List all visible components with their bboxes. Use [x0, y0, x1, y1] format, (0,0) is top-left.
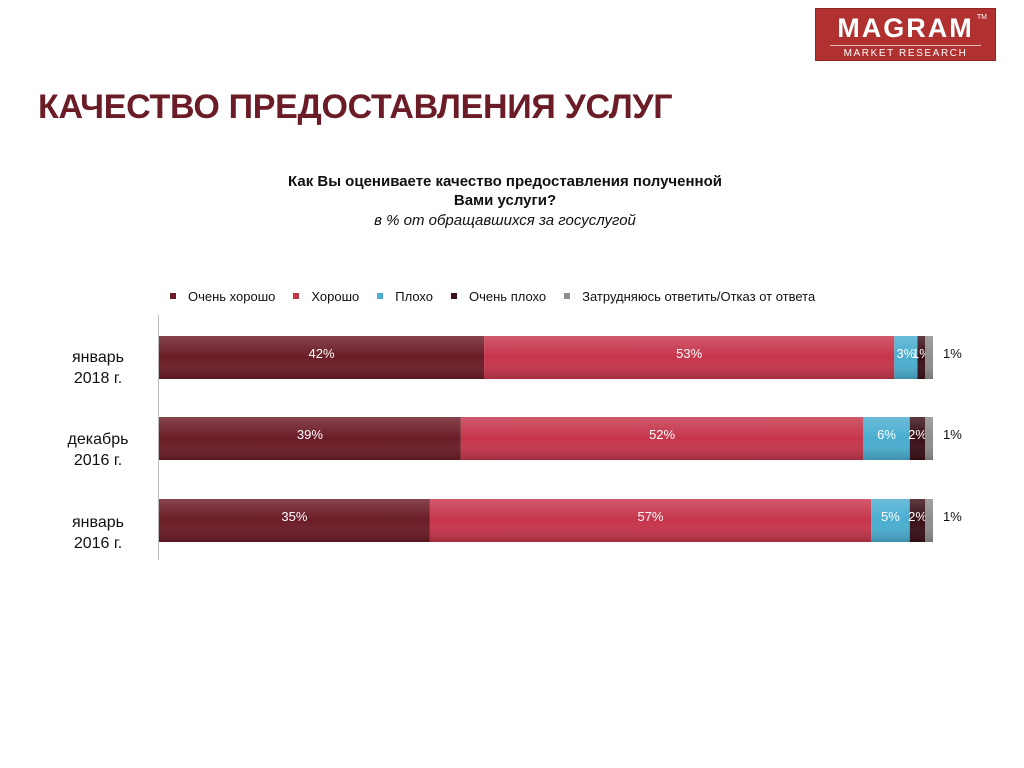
bar-segment-shading — [159, 499, 430, 542]
logo-subtitle: MARKET RESEARCH — [843, 48, 968, 59]
data-label-bad: 5% — [881, 509, 900, 524]
category-label-jan-2016: январь 2016 г. — [38, 512, 158, 554]
legend-swatch-bad — [377, 293, 384, 299]
legend-label-very-bad: Очень плохо — [469, 288, 547, 304]
chart-title-line-2: Вами услуги? — [453, 192, 557, 209]
legend-label-good: Хорошо — [311, 288, 360, 304]
legend-swatch-no-answer — [564, 293, 571, 299]
data-label-no-answer: 1% — [943, 509, 962, 524]
data-label-no-answer: 1% — [943, 427, 962, 442]
logo-divider — [830, 45, 981, 46]
bar-segment-shading — [460, 417, 864, 460]
chart-title: Как Вы оцениваете качество предоставлени… — [220, 172, 790, 210]
legend-swatch-very-good — [170, 293, 176, 299]
bar-segment-shading — [863, 417, 910, 460]
data-label-very-good: 35% — [281, 509, 307, 524]
data-label-bad: 6% — [877, 427, 896, 442]
data-label-very-good: 39% — [297, 427, 323, 442]
data-label-no-answer: 1% — [943, 346, 962, 361]
legend-item-very-good: Очень хорошо — [170, 289, 275, 304]
category-label-line: 2016 г. — [73, 535, 123, 552]
legend-item-good: Хорошо — [293, 289, 359, 304]
bar-segment-shading — [925, 499, 933, 542]
legend-label-very-good: Очень хорошо — [188, 288, 276, 304]
bar-segment-shading — [484, 336, 895, 379]
bar-segment-shading — [429, 499, 872, 542]
category-label-line: январь — [72, 514, 124, 531]
data-label-good: 53% — [676, 346, 702, 361]
data-label-very-bad: 2% — [908, 509, 927, 524]
bar-segment-shading — [925, 417, 933, 460]
bar-segment-shading — [909, 417, 926, 460]
logo-name: MAGRAM — [837, 13, 974, 43]
category-label-line: 2018 г. — [73, 370, 123, 387]
bar-segment-shading — [909, 499, 926, 542]
category-label-line: 2016 г. — [73, 452, 123, 469]
bar-segment-shading — [159, 336, 485, 379]
category-label-dec-2016: декабрь 2016 г. — [38, 429, 158, 471]
category-label-line: январь — [72, 349, 124, 366]
legend-item-bad: Плохо — [377, 289, 433, 304]
data-label-good: 52% — [649, 427, 675, 442]
category-label-line: декабрь — [67, 431, 129, 448]
legend-item-no-answer: Затрудняюсь ответить/Отказ от ответа — [564, 289, 815, 304]
data-label-very-good: 42% — [309, 346, 335, 361]
chart-legend: Очень хорошо Хорошо Плохо Очень плохо За… — [170, 288, 833, 304]
chart-subtitle: в % от обращавшихся за госуслугой — [374, 212, 636, 229]
bar-segment-shading — [871, 499, 910, 542]
category-axis-line — [158, 315, 159, 560]
bar-segment-shading — [159, 417, 461, 460]
legend-label-bad: Плохо — [395, 288, 434, 304]
bar-segment-shading — [925, 336, 933, 379]
data-label-very-bad: 2% — [908, 427, 927, 442]
chart-title-line-1: Как Вы оцениваете качество предоставлени… — [288, 173, 722, 190]
legend-label-no-answer: Затрудняюсь ответить/Отказ от ответа — [582, 288, 816, 304]
page-title: КАЧЕСТВО ПРЕДОСТАВЛЕНИЯ УСЛУГ — [38, 88, 673, 126]
legend-swatch-very-bad — [451, 293, 458, 299]
legend-item-very-bad: Очень плохо — [451, 289, 546, 304]
category-label-jan-2018: январь 2018 г. — [38, 347, 158, 389]
magram-logo: MAGRAM TM MARKET RESEARCH — [815, 8, 996, 61]
bar-segment-shading — [894, 336, 918, 379]
legend-swatch-good — [293, 293, 300, 299]
logo-trademark: TM — [976, 14, 987, 21]
bar-segment-shading — [917, 336, 926, 379]
data-label-bad: 3% — [897, 346, 916, 361]
data-label-good: 57% — [637, 509, 663, 524]
